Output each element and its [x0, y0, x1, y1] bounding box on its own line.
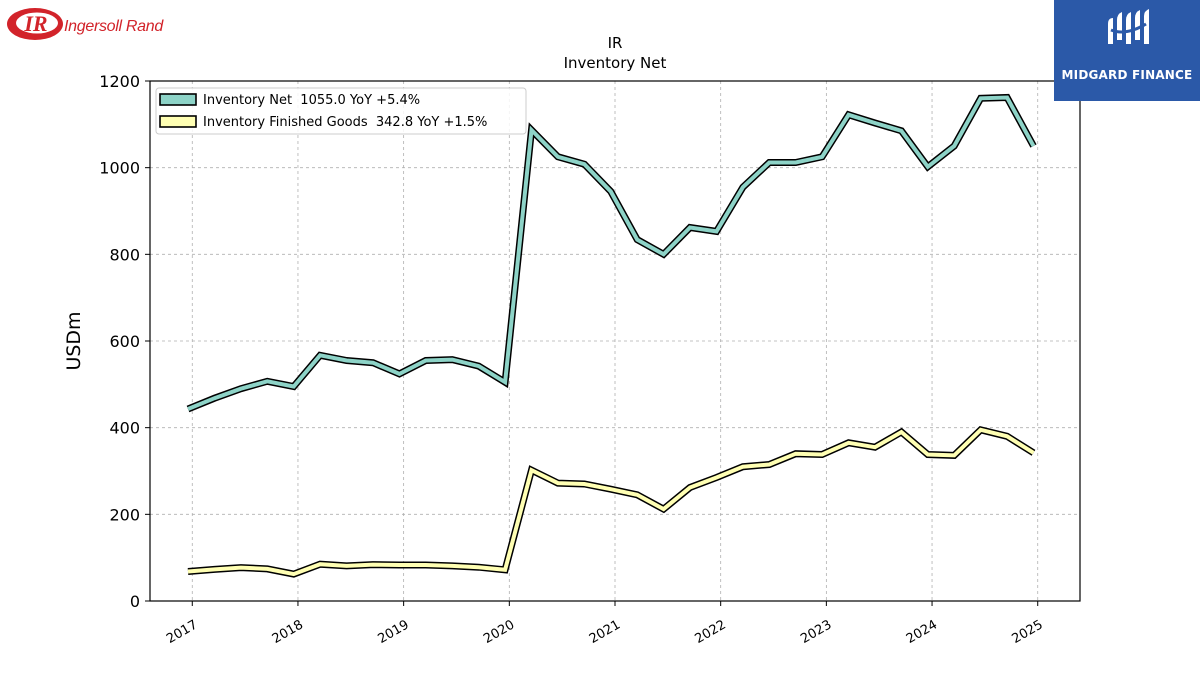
y-tick-label: 800 — [109, 245, 140, 264]
legend-swatch-finished-goods — [159, 115, 197, 128]
x-tick-label: 2019 — [375, 617, 411, 647]
x-tick-label: 2024 — [904, 617, 940, 647]
y-axis-label: USDm — [63, 311, 85, 370]
x-tick-label: 2018 — [270, 617, 306, 647]
legend-label-finished-goods: Inventory Finished Goods 342.8 YoY +1.5% — [203, 115, 487, 130]
y-tick-label: 0 — [130, 592, 140, 611]
series-0-line — [187, 95, 1036, 411]
series-1-line — [187, 427, 1035, 577]
midgard-finance-logo: MIDGARD FINANCE — [1054, 0, 1200, 101]
y-axis-ticks: 0 200 400 600 800 1000 1200 — [99, 72, 150, 611]
chart-title: IR — [608, 34, 623, 52]
ir-mark-letters: IR — [23, 11, 47, 36]
legend-box — [155, 87, 527, 135]
y-tick-label: 1000 — [99, 159, 140, 178]
x-tick-label: 2022 — [693, 617, 729, 647]
legend: Inventory Net 1055.0 YoY +5.4% Inventory… — [155, 87, 527, 135]
legend-label-inventory-net: Inventory Net 1055.0 YoY +5.4% — [203, 93, 420, 108]
x-tick-label: 2021 — [587, 617, 623, 647]
x-axis-ticks: 2017 2018 2019 2020 2021 2022 2023 2024 2025 — [164, 601, 1046, 647]
series-1-outline — [187, 425, 1036, 578]
ir-mark-icon: IR — [7, 8, 63, 40]
ingersoll-rand-logo: IR Ingersoll Rand — [6, 4, 186, 46]
x-tick-label: 2017 — [164, 617, 200, 647]
y-tick-label: 200 — [109, 505, 140, 524]
legend-swatch-inventory-net — [159, 93, 197, 106]
chart-subtitle: Inventory Net — [564, 54, 667, 72]
x-tick-label: 2025 — [1010, 617, 1046, 647]
midgard-finance-wordmark: MIDGARD FINANCE — [1061, 68, 1193, 82]
series-lines — [186, 93, 1037, 578]
y-tick-label: 600 — [109, 332, 140, 351]
midgard-mark-icon — [1108, 9, 1149, 44]
y-tick-label: 1200 — [99, 72, 140, 91]
x-tick-label: 2023 — [798, 617, 834, 647]
plot-frame — [149, 80, 1081, 602]
y-tick-label: 400 — [109, 419, 140, 438]
ingersoll-rand-wordmark: Ingersoll Rand — [64, 18, 163, 35]
x-tick-label: 2020 — [481, 617, 517, 647]
